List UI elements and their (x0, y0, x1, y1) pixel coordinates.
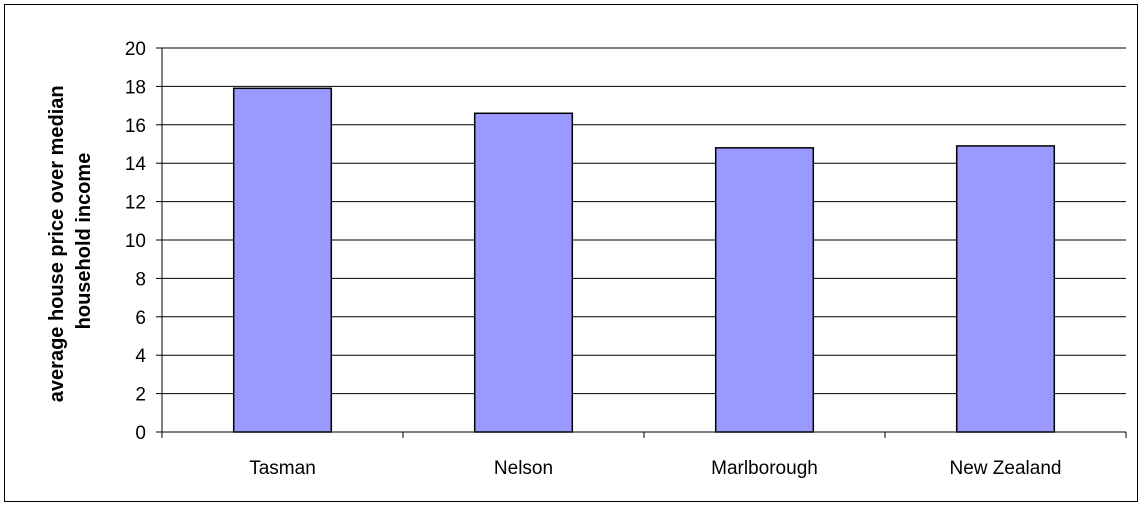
x-tick-label: New Zealand (950, 458, 1062, 479)
y-tick-label: 0 (135, 423, 146, 444)
y-tick-labels: 0 2 4 6 8 10 12 14 16 18 20 (125, 39, 147, 444)
x-tick-label: Marlborough (711, 458, 818, 479)
y-tick-label: 12 (125, 193, 146, 214)
x-tick-label: Nelson (494, 458, 553, 479)
y-tick-label: 20 (125, 39, 146, 60)
y-tick-label: 2 (135, 385, 146, 406)
bar-nelson (473, 112, 574, 433)
x-tick-labels: Tasman Nelson Marlborough New Zealand (249, 458, 1061, 479)
x-tick-label: Tasman (249, 458, 316, 479)
y-tick-label: 10 (125, 231, 146, 252)
bar-marlborough (714, 147, 815, 433)
bars (232, 87, 1056, 433)
bar-new-zealand (955, 145, 1056, 433)
y-axis-label: average house price over median househol… (46, 80, 95, 402)
bar-tasman (232, 87, 333, 433)
y-tick-label: 16 (125, 116, 146, 137)
y-axis-label-line-1: average house price over median (46, 85, 68, 402)
axes (156, 47, 1127, 438)
y-tick-label: 6 (135, 308, 146, 329)
y-tick-label: 4 (135, 346, 146, 367)
y-tick-label: 8 (135, 269, 146, 290)
y-tick-label: 14 (125, 154, 147, 175)
y-tick-label: 18 (125, 77, 146, 98)
y-axis-label-line-2: household income (73, 153, 95, 330)
